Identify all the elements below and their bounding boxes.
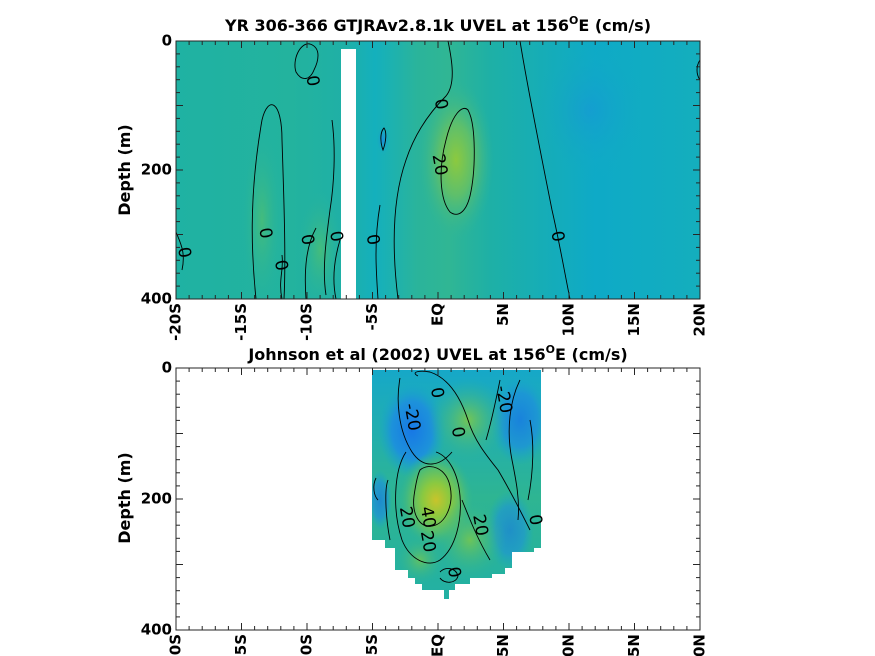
y-tick-label-top: 400 <box>141 290 172 308</box>
x-ticks-top: -20S -15S -10S -5S EQ 5N 10N 15N 20N <box>167 303 709 341</box>
panel-bottom: Johnson et al (2002) UVEL at 156OE (cm/s… <box>115 343 709 656</box>
contour-label-bottom: 40 <box>416 505 439 530</box>
contour-label-top: 0 <box>270 258 292 272</box>
minor-ticks-top <box>175 40 701 300</box>
contour-label-top: 0 <box>173 245 195 259</box>
x-tick-label-bottom: -15S <box>232 634 250 656</box>
contour-label-top: 0 <box>301 74 323 88</box>
x-tick-label-top: -10S <box>298 303 316 341</box>
contours-bottom <box>373 370 534 583</box>
title-top: YR 306-366 GTJRAv2.8.1k UVEL at 156OE (c… <box>224 14 651 35</box>
contour-label-top: 0 <box>430 97 452 111</box>
x-tick-label-bottom: 20N <box>691 634 709 656</box>
contour-label-bottom: 0 <box>443 565 465 579</box>
contour-label-bottom: 20 <box>468 513 491 538</box>
x-tick-label-bottom: -5S <box>363 634 381 656</box>
x-tick-label-top: 15N <box>625 303 643 336</box>
contour-label-bottom: 0 <box>447 425 469 439</box>
y-tick-label-top: 0 <box>162 32 172 50</box>
x-tick-label-bottom: 15N <box>625 634 643 656</box>
y-tick-label-top: 200 <box>141 161 172 179</box>
contour-label-bottom: 20 <box>416 529 439 554</box>
contour-label-top: 0 <box>296 233 318 247</box>
contour-label-bottom: 20 <box>395 505 418 530</box>
y-tick-label-bottom: 200 <box>141 490 172 508</box>
x-tick-label-bottom: EQ <box>429 634 447 656</box>
title-bottom: Johnson et al (2002) UVEL at 156OE (cm/s… <box>247 343 627 364</box>
x-tick-label-top: EQ <box>429 303 447 326</box>
contour-label-top: 0 <box>546 229 568 243</box>
x-tick-label-bottom: 10N <box>560 634 578 656</box>
contours-top <box>176 41 700 299</box>
contour-label-bottom: 0 <box>524 513 546 527</box>
contour-label-bottom: -20 <box>400 402 425 433</box>
x-tick-label-top: 5N <box>494 303 512 326</box>
x-tick-label-top: -20S <box>167 303 185 341</box>
x-tick-label-bottom: -20S <box>167 634 185 656</box>
y-axis-label-bottom: Depth (m) <box>115 452 134 544</box>
y-axis-label-top: Depth (m) <box>115 124 134 216</box>
x-tick-label-bottom: -10S <box>298 634 316 656</box>
y-ticks-bottom: 0 200 400 <box>141 359 172 639</box>
y-tick-label-bottom: 0 <box>162 359 172 377</box>
x-tick-label-top: -5S <box>363 303 381 330</box>
x-tick-label-top: -15S <box>232 303 250 341</box>
contour-label-top: 20 <box>428 152 451 177</box>
y-ticks-top: 0 200 400 <box>141 32 172 308</box>
minor-ticks-bottom <box>175 367 701 631</box>
contour-label-top: 0 <box>325 229 347 243</box>
x-tick-label-top: 20N <box>691 303 709 336</box>
contour-label-bottom: -20 <box>491 384 516 415</box>
x-tick-label-bottom: 5N <box>494 634 512 656</box>
contour-label-top: 0 <box>254 226 276 240</box>
x-ticks-bottom: -20S -15S -10S -5S EQ 5N 10N 15N 20N <box>167 634 709 656</box>
contour-label-bottom: 0 <box>426 386 448 400</box>
x-tick-label-top: 10N <box>560 303 578 336</box>
field-top <box>176 41 700 299</box>
panel-top: YR 306-366 GTJRAv2.8.1k UVEL at 156OE (c… <box>115 14 709 341</box>
contour-label-top: 0 <box>362 233 384 247</box>
y-tick-label-bottom: 400 <box>141 621 172 639</box>
